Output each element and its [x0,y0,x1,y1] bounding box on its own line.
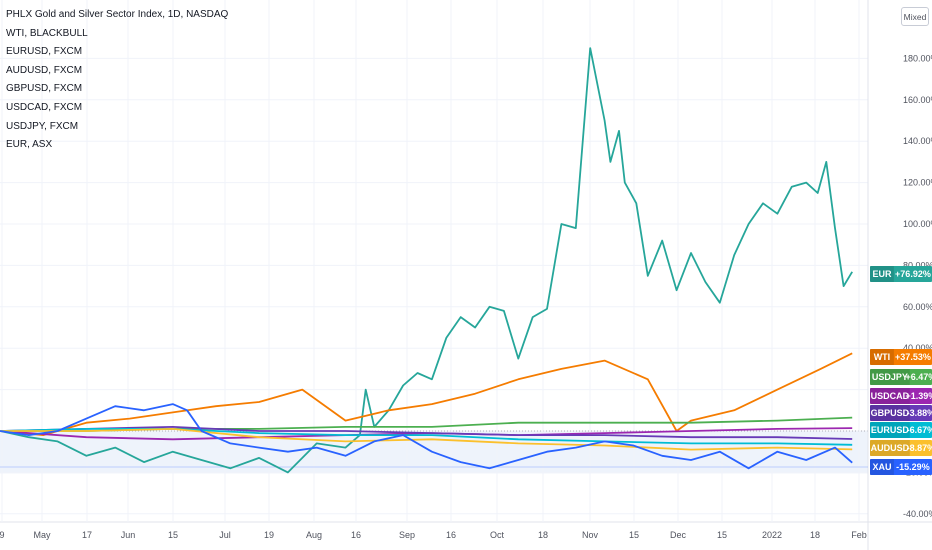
pill-series-name: USDJPY [872,372,908,382]
price-pill-audusd: AUDUSD-8.87% [870,440,932,456]
y-tick-label: 120.00% [903,178,932,188]
price-pill-gbpusd: GBPUSD-3.88% [870,405,932,421]
x-tick-label: May [33,530,51,540]
x-axis: 9 May 17 Jun 15 Jul 19 Aug 16 Sep 16 Oct 18 Nov 15 Dec 1… [0,530,867,540]
series-line-gbpusd [0,425,853,440]
y-tick-label: 60.00% [903,302,932,312]
pill-last-value: -3.88% [907,408,932,418]
x-tick-label: Dec [670,530,687,540]
x-tick-label: 18 [810,530,820,540]
legend-item-eur-asx[interactable]: EUR, ASX [6,139,53,151]
legend-item-usdcad[interactable]: USDCAD, FXCM [6,101,83,113]
x-tick-label: 18 [538,530,548,540]
pill-series-name: EURUSD [871,425,910,435]
series-line-wti [0,352,853,437]
price-pill-xau: XAU -15.29% [870,459,932,475]
y-tick-label: 160.00% [903,95,932,105]
y-tick-label: -40.00% [903,509,932,519]
y-tick-label: 100.00% [903,219,932,229]
pill-series-name: GBPUSD [871,408,910,418]
price-pill-usdjpy: USDJPY+6.47% [870,369,932,385]
x-tick-label: 19 [264,530,274,540]
pill-last-value: +6.47% [906,372,932,382]
legend: PHLX Gold and Silver Sector Index, 1D, N… [6,6,228,155]
pill-last-value: +37.53% [895,352,931,362]
x-tick-label: 9 [0,530,5,540]
pill-last-value: -8.87% [907,443,932,453]
x-tick-label: 15 [717,530,727,540]
price-labels: EUR+76.92% WTI +37.53% USDJPY+6.47% USDCAD+1… [870,266,932,475]
legend-item-wti[interactable]: WTI, BLACKBULL [6,27,88,39]
pill-series-name: WTI [874,352,891,362]
pill-series-name: EUR [872,269,892,279]
x-tick-label: Oct [490,530,505,540]
pill-last-value: +76.92% [895,269,931,279]
x-tick-label: Jun [121,530,136,540]
x-tick-label: 15 [168,530,178,540]
x-tick-label: Nov [582,530,599,540]
series-lines [0,47,853,474]
x-tick-label: Feb [851,530,867,540]
legend-item-eurusd[interactable]: EURUSD, FXCM [6,46,83,58]
x-tick-label: Aug [306,530,322,540]
x-tick-label: Sep [399,530,415,540]
scale-mode-button[interactable]: Mixed [901,7,929,26]
pill-series-name: AUDUSD [871,443,910,453]
pill-last-value: -15.29% [896,462,930,472]
price-pill-eurusd: EURUSD-6.67% [870,422,932,438]
x-tick-label: Jul [219,530,231,540]
y-tick-label: 140.00% [903,136,932,146]
series-line-audusd [0,427,853,451]
legend-item-audusd[interactable]: AUDUSD, FXCM [6,64,83,76]
price-pill-usdcad: USDCAD+1.39% [870,388,932,404]
pill-series-name: XAU [872,462,891,472]
price-pill-eur: EUR +76.92% [870,266,932,282]
legend-item-phlx[interactable]: PHLX Gold and Silver Sector Index, 1D, N… [6,9,229,20]
y-tick-label: 80.00% [903,260,932,270]
x-tick-label: 2022 [762,530,782,540]
x-tick-label: 16 [446,530,456,540]
x-tick-label: 16 [351,530,361,540]
x-tick-label: 15 [629,530,639,540]
y-tick-label: 180.00% [903,53,932,63]
pill-series-name: USDCAD [871,391,910,401]
series-line-xau [0,403,853,470]
price-pill-wti: WTI +37.53% [870,349,932,365]
pill-last-value: -6.67% [907,425,932,435]
legend-item-gbpusd[interactable]: GBPUSD, FXCM [6,83,83,95]
series-line-eur [0,47,853,474]
legend-item-usdjpy[interactable]: USDJPY, FXCM [6,120,79,132]
pill-last-value: +1.39% [906,391,932,401]
y-tick-label: 40.00% [903,343,932,353]
x-tick-label: 17 [82,530,92,540]
